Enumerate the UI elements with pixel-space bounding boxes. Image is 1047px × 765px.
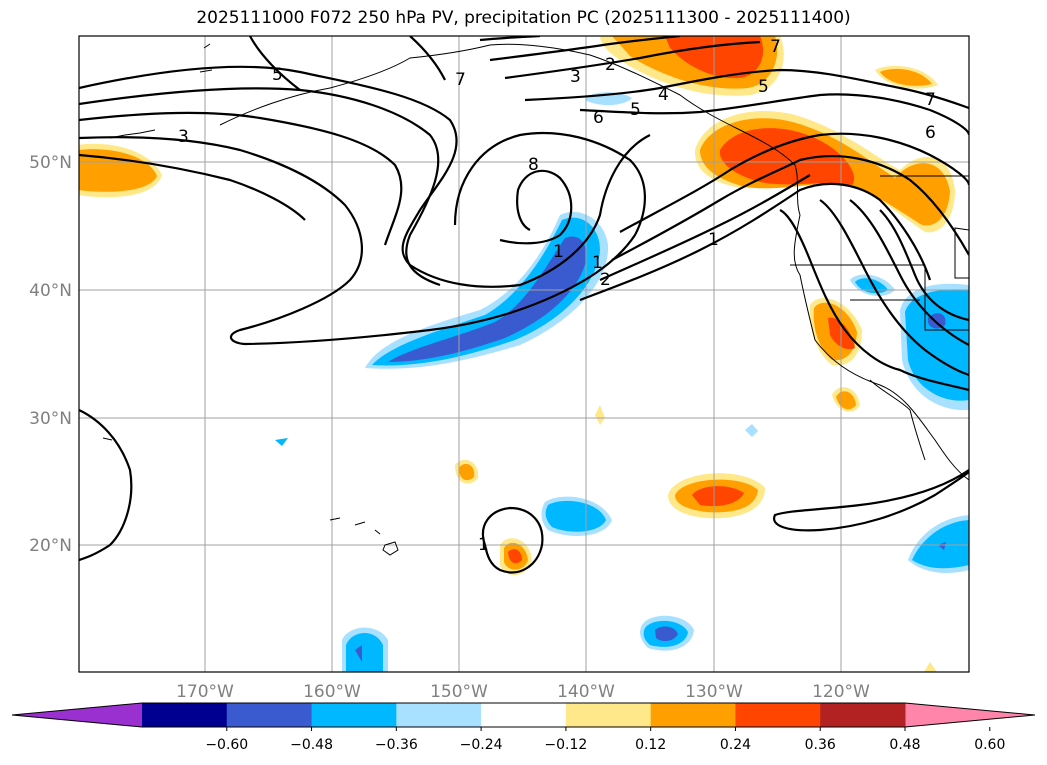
contour-label: 6 — [593, 108, 604, 128]
contour-label: 1 — [553, 242, 564, 262]
lat-label: 30°N — [29, 409, 72, 429]
pv-contours — [79, 36, 969, 574]
colorbar: −0.60 −0.48 −0.36 −0.24 −0.12 0.12 0.24 0.36 0.4… — [11, 702, 1036, 753]
precip-positive-shading — [79, 36, 955, 672]
contour-label: 2 — [605, 55, 616, 75]
precip-anomaly-region — [346, 632, 383, 672]
colorbar-min-extension — [12, 703, 142, 727]
lat-label: 50°N — [29, 153, 72, 173]
contour-label: 1 — [478, 535, 489, 555]
colorbar-tick-label: 0.48 — [889, 737, 920, 753]
colorbar-segment — [481, 703, 567, 727]
precip-anomaly-region — [938, 542, 946, 550]
precip-anomaly-region — [79, 149, 157, 192]
map-frame — [78, 35, 970, 673]
precip-anomaly-region — [508, 549, 522, 564]
colorbar-segment — [565, 703, 652, 727]
contour-label: 2 — [600, 270, 611, 290]
contour-label: 3 — [570, 67, 581, 87]
precip-anomaly-region — [545, 500, 606, 532]
precip-anomaly-region — [719, 128, 855, 185]
colorbar-tick-label: 0.12 — [635, 737, 666, 753]
precip-anomaly-region — [459, 463, 475, 481]
precip-anomaly-region — [655, 626, 678, 642]
colorbar-max-extension — [905, 703, 1035, 727]
lon-label: 160°W — [303, 682, 361, 702]
latitude-labels: 50°N 40°N 30°N 20°N — [29, 153, 72, 556]
colorbar-segment — [226, 703, 313, 727]
map-plot-area: 5 3 2 7 6 5 4 8 1 1 2 1 3 6 7 5 1 7 — [79, 36, 969, 672]
contour-label: 3 — [178, 127, 189, 147]
colorbar-outline — [11, 702, 1036, 728]
contour-label: 5 — [272, 65, 283, 85]
contour-label: 7 — [455, 70, 466, 90]
graticule — [79, 36, 969, 672]
precip-anomaly-region — [880, 68, 932, 86]
colorbar-tick-label: 0.60 — [974, 737, 1005, 753]
precip-anomaly-region — [905, 289, 969, 401]
colorbar-tick-label: −0.24 — [460, 737, 503, 753]
colorbar-tick-label: 0.24 — [720, 737, 751, 753]
colorbar-tick-label: −0.48 — [290, 737, 333, 753]
precip-anomaly-region — [924, 662, 937, 672]
colorbar-tick-label: −0.12 — [544, 737, 587, 753]
contour-label: 5 — [630, 100, 641, 120]
precip-anomaly-region — [355, 645, 362, 662]
lat-label: 40°N — [29, 281, 72, 301]
colorbar-segment — [735, 703, 821, 727]
contour-label: 5 — [758, 77, 769, 97]
precip-anomaly-region — [745, 424, 758, 437]
precip-anomaly-region — [275, 438, 288, 446]
lat-label: 20°N — [29, 536, 72, 556]
lon-label: 120°W — [812, 682, 870, 702]
coastlines — [102, 43, 969, 556]
lon-label: 150°W — [430, 682, 488, 702]
contour-label: 7 — [770, 37, 781, 57]
longitude-labels: 170°W 160°W 150°W 140°W 130°W 120°W — [176, 682, 870, 702]
colorbar-segment — [396, 703, 482, 727]
colorbar-tick-label: −0.60 — [205, 737, 248, 753]
colorbar-segment — [142, 703, 228, 727]
contour-label: 7 — [925, 90, 936, 110]
lon-label: 130°W — [685, 682, 743, 702]
contour-label: 8 — [528, 155, 539, 175]
colorbar-segment — [820, 703, 906, 727]
precip-anomaly-region — [372, 217, 600, 366]
colorbar-tick-label: 0.36 — [805, 737, 836, 753]
lon-label: 140°W — [557, 682, 615, 702]
colorbar-segment — [311, 703, 397, 727]
precip-anomaly-region — [692, 486, 744, 507]
colorbar-tick-label: −0.36 — [375, 737, 418, 753]
colorbar-segment — [650, 703, 736, 727]
contour-label: 4 — [658, 85, 669, 105]
contour-label: 1 — [708, 230, 719, 250]
contour-labels: 5 3 2 7 6 5 4 8 1 1 2 1 3 6 7 5 1 7 — [178, 37, 936, 555]
contour-label: 1 — [592, 253, 603, 273]
lon-label: 170°W — [176, 682, 234, 702]
contour-label: 6 — [925, 123, 936, 143]
precip-anomaly-region — [595, 405, 605, 425]
map-title: 2025111000 F072 250 hPa PV, precipitatio… — [196, 8, 851, 28]
